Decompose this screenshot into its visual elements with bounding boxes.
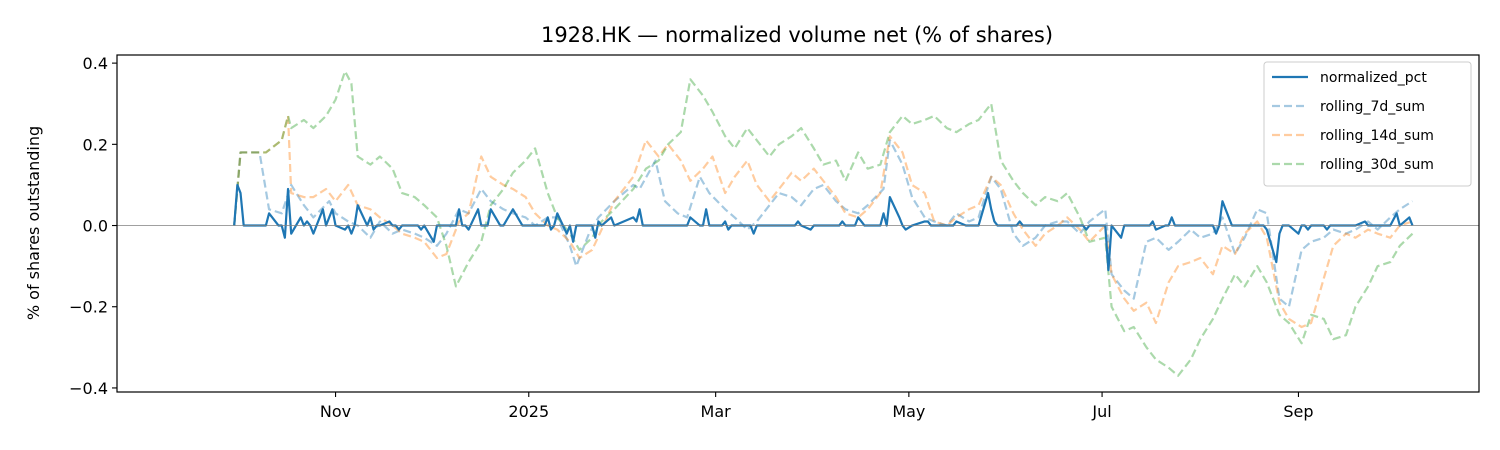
x-tick-label: Jul (1091, 402, 1111, 421)
legend-label: rolling_30d_sum (1320, 157, 1434, 173)
y-axis-label: % of shares outstanding (24, 126, 43, 320)
y-tick-label: −0.2 (69, 298, 108, 317)
legend-label: rolling_7d_sum (1320, 99, 1425, 115)
x-tick-label: Mar (701, 402, 732, 421)
y-tick-label: 0.4 (83, 54, 108, 73)
plot-frame (116, 54, 1480, 393)
y-axis: 0.4 0.2 0.0 −0.2 −0.4 (69, 54, 117, 398)
y-tick-label: 0.2 (83, 135, 108, 154)
x-axis: Nov 2025 Mar May Jul Sep (320, 392, 1314, 421)
legend-label: normalized_pct (1320, 70, 1427, 86)
series-line-rolling-30d-sum (233, 70, 1414, 377)
legend-label: rolling_14d_sum (1320, 128, 1434, 144)
y-tick-label: −0.4 (69, 379, 108, 398)
series-line-rolling-14d-sum (233, 114, 1413, 329)
series-line-rolling-7d-sum (233, 139, 1414, 308)
x-tick-label: Sep (1283, 402, 1313, 421)
x-tick-label: Nov (320, 402, 351, 421)
chart-title: 1928.HK — normalized volume net (% of sh… (541, 23, 1053, 47)
legend-box (1263, 61, 1472, 187)
x-tick-label: 2025 (508, 402, 549, 421)
y-tick-label: 0.0 (83, 217, 108, 236)
series-line-normalized-pct (233, 183, 1414, 272)
series-layer (233, 70, 1414, 377)
x-tick-label: May (892, 402, 925, 421)
legend: normalized_pct rolling_7d_sum rolling_14d_… (1263, 61, 1472, 187)
